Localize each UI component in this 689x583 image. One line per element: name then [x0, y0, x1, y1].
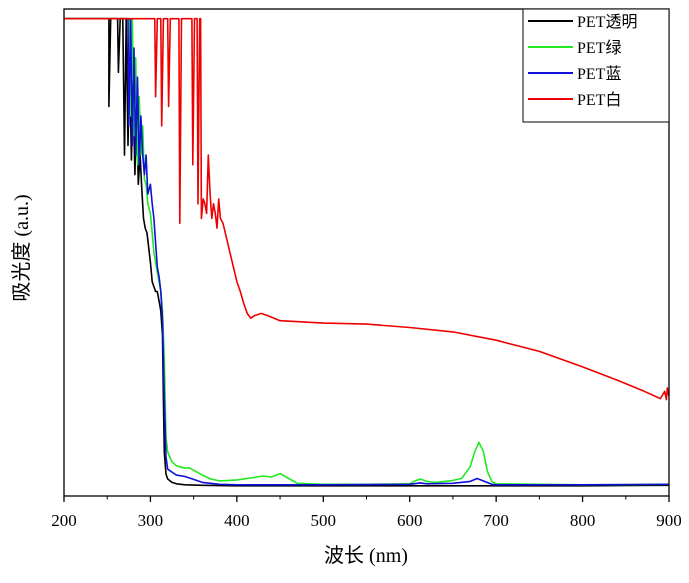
legend-label-2: PET蓝 [577, 65, 621, 83]
legend: PET透明 PET绿 PET蓝 PET白 [522, 8, 670, 123]
x-tick-label: 800 [570, 511, 596, 530]
y-axis-title: 吸光度 (a.u.) [10, 194, 33, 301]
x-tick-label: 200 [51, 511, 77, 530]
legend-label-1: PET绿 [577, 39, 621, 57]
series-line-3 [64, 17, 670, 401]
x-tick-label: 400 [224, 511, 250, 530]
series-line-0 [64, 17, 670, 487]
x-tick-label: 300 [138, 511, 164, 530]
x-tick-label: 900 [656, 511, 682, 530]
x-tick-label: 500 [311, 511, 337, 530]
legend-label-0: PET透明 [577, 13, 637, 31]
x-tick-label: 600 [397, 511, 423, 530]
series-line-1 [64, 17, 670, 486]
x-tick-label: 700 [483, 511, 509, 530]
plot-lines [64, 17, 670, 487]
x-axis-title: 波长 (nm) [324, 544, 408, 567]
legend-label-3: PET白 [577, 91, 621, 109]
series-line-2 [64, 17, 670, 486]
x-axis-ticks: 200 300 400 500 600 700 800 900 [51, 496, 682, 530]
legend-box [522, 8, 670, 123]
